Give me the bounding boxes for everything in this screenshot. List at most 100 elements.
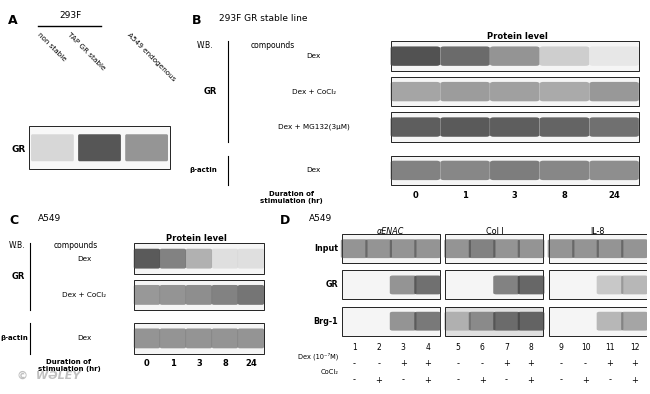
FancyBboxPatch shape	[186, 249, 212, 269]
Text: -: -	[505, 375, 508, 385]
Text: ©  WӘLEY: © WӘLEY	[17, 371, 81, 381]
Text: 4: 4	[425, 343, 430, 352]
FancyBboxPatch shape	[540, 82, 589, 101]
Text: Protein level: Protein level	[166, 234, 227, 243]
FancyBboxPatch shape	[444, 312, 471, 331]
FancyBboxPatch shape	[440, 82, 490, 101]
FancyBboxPatch shape	[572, 239, 599, 258]
FancyBboxPatch shape	[391, 46, 440, 66]
Text: Dex: Dex	[77, 256, 92, 262]
FancyBboxPatch shape	[590, 82, 639, 101]
Text: GR: GR	[12, 272, 25, 281]
Text: αENAC: αENAC	[377, 227, 404, 236]
Text: 7: 7	[504, 343, 509, 352]
Text: -: -	[402, 375, 405, 385]
Text: +: +	[582, 375, 589, 385]
FancyBboxPatch shape	[540, 161, 589, 180]
Text: C: C	[9, 214, 18, 227]
FancyBboxPatch shape	[414, 312, 441, 331]
FancyBboxPatch shape	[31, 134, 74, 161]
Bar	[445, 270, 543, 299]
Bar	[391, 112, 639, 142]
FancyBboxPatch shape	[186, 329, 212, 348]
Text: CoCl₂: CoCl₂	[320, 369, 338, 375]
FancyBboxPatch shape	[212, 249, 238, 269]
Bar	[549, 234, 647, 263]
Text: 3: 3	[196, 359, 202, 368]
Text: 9: 9	[558, 343, 564, 352]
FancyBboxPatch shape	[469, 239, 495, 258]
FancyBboxPatch shape	[78, 134, 121, 161]
Text: 293F: 293F	[59, 11, 81, 20]
FancyBboxPatch shape	[134, 285, 160, 305]
Text: -: -	[560, 375, 562, 385]
Text: +: +	[631, 359, 638, 368]
Text: +: +	[528, 359, 534, 368]
FancyBboxPatch shape	[238, 249, 264, 269]
Bar	[342, 234, 440, 263]
FancyBboxPatch shape	[160, 249, 186, 269]
Text: 12: 12	[630, 343, 639, 352]
Text: 8: 8	[528, 343, 534, 352]
FancyBboxPatch shape	[517, 275, 545, 294]
FancyBboxPatch shape	[160, 329, 186, 348]
Text: 6: 6	[480, 343, 484, 352]
Bar	[445, 234, 543, 263]
Text: +: +	[424, 359, 431, 368]
Text: 8: 8	[222, 359, 227, 368]
Text: D: D	[280, 214, 290, 227]
FancyBboxPatch shape	[621, 239, 648, 258]
FancyBboxPatch shape	[414, 275, 441, 294]
FancyBboxPatch shape	[540, 117, 589, 137]
FancyBboxPatch shape	[490, 161, 540, 180]
FancyBboxPatch shape	[444, 239, 471, 258]
FancyBboxPatch shape	[597, 275, 623, 294]
Bar	[549, 270, 647, 299]
Text: -: -	[456, 359, 459, 368]
FancyBboxPatch shape	[341, 239, 367, 258]
Text: Dex: Dex	[307, 167, 321, 173]
Text: Dex + CoCl₂: Dex + CoCl₂	[62, 292, 107, 298]
FancyBboxPatch shape	[493, 239, 520, 258]
Bar	[134, 323, 264, 354]
FancyBboxPatch shape	[590, 117, 639, 137]
Text: Dex: Dex	[77, 335, 92, 342]
Bar	[391, 156, 639, 185]
Text: 3: 3	[512, 191, 517, 200]
Text: 10: 10	[580, 343, 590, 352]
Text: compounds: compounds	[53, 242, 98, 251]
FancyBboxPatch shape	[186, 285, 212, 305]
FancyBboxPatch shape	[597, 312, 623, 331]
Text: Brg-1: Brg-1	[314, 317, 338, 326]
FancyBboxPatch shape	[517, 239, 545, 258]
Text: 3: 3	[400, 343, 406, 352]
Bar	[549, 307, 647, 336]
Text: TAP GR stable: TAP GR stable	[66, 32, 106, 71]
Text: -: -	[584, 359, 587, 368]
Text: 5: 5	[455, 343, 460, 352]
Text: GR: GR	[203, 87, 216, 96]
FancyBboxPatch shape	[134, 329, 160, 348]
Text: 11: 11	[605, 343, 615, 352]
Bar	[134, 243, 264, 274]
FancyBboxPatch shape	[414, 239, 441, 258]
FancyBboxPatch shape	[391, 161, 440, 180]
FancyBboxPatch shape	[390, 239, 417, 258]
FancyBboxPatch shape	[238, 329, 264, 348]
Text: IL-8: IL-8	[591, 227, 605, 236]
Text: GR: GR	[12, 145, 26, 154]
FancyBboxPatch shape	[238, 285, 264, 305]
FancyBboxPatch shape	[590, 46, 639, 66]
Bar	[29, 126, 170, 169]
Text: Dex: Dex	[307, 53, 321, 59]
FancyBboxPatch shape	[391, 117, 440, 137]
Text: -: -	[560, 359, 562, 368]
Text: 24: 24	[245, 359, 257, 368]
Text: Input: Input	[314, 244, 338, 253]
Bar	[445, 307, 543, 336]
FancyBboxPatch shape	[365, 239, 392, 258]
FancyBboxPatch shape	[590, 161, 639, 180]
Text: -: -	[377, 359, 380, 368]
Text: β-actin: β-actin	[1, 335, 28, 342]
Text: W.B.: W.B.	[196, 41, 213, 50]
